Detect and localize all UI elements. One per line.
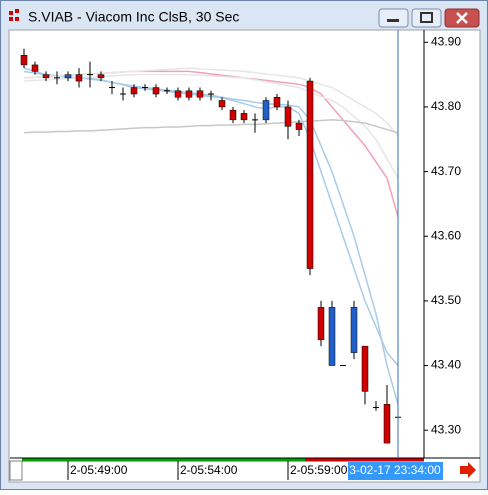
candle-body bbox=[273, 96, 281, 108]
cursor-label-box bbox=[348, 462, 443, 480]
window-title: S.VIAB - Viacom Inc ClsB, 30 Sec bbox=[28, 9, 239, 25]
candle-body bbox=[306, 80, 314, 269]
candle-body bbox=[262, 100, 270, 121]
x-tick-label: 2-05:54:00 bbox=[180, 463, 238, 477]
maximize-button[interactable] bbox=[411, 8, 442, 28]
candle-body bbox=[64, 74, 72, 79]
candle-body bbox=[185, 90, 193, 98]
candle-body bbox=[97, 74, 105, 79]
candle-body bbox=[361, 345, 369, 392]
y-tick-label: 43.80 bbox=[431, 99, 461, 113]
candle-body bbox=[240, 113, 248, 121]
y-tick-label: 43.90 bbox=[431, 34, 461, 48]
candle-body bbox=[350, 307, 358, 353]
moving-average-line bbox=[23, 67, 399, 137]
candle-body bbox=[295, 122, 303, 130]
y-tick-label: 43.30 bbox=[431, 422, 461, 436]
candle-body bbox=[317, 307, 325, 340]
y-tick-label: 43.60 bbox=[431, 228, 461, 242]
candle-body bbox=[31, 64, 39, 72]
candle-body bbox=[174, 90, 182, 98]
candle-body bbox=[152, 87, 160, 95]
candle-body bbox=[218, 100, 226, 108]
app-icon bbox=[9, 9, 19, 21]
scroll-right-arrow[interactable] bbox=[460, 462, 476, 478]
candle-body bbox=[75, 74, 83, 82]
y-tick-label: 43.50 bbox=[431, 293, 461, 307]
scroll-box[interactable] bbox=[9, 460, 23, 481]
candle-body bbox=[383, 404, 391, 444]
candle-body bbox=[42, 74, 50, 79]
chart-area bbox=[8, 29, 481, 483]
candle-body bbox=[284, 106, 292, 127]
moving-average-line bbox=[23, 73, 399, 179]
minimize-button[interactable] bbox=[378, 8, 409, 28]
candle-body bbox=[229, 109, 237, 121]
x-tick-label: 2-05:49:00 bbox=[70, 463, 128, 477]
moving-average-line bbox=[23, 119, 399, 134]
cursor-label: 3-02-17 23:34:00 bbox=[349, 463, 441, 477]
y-tick-label: 43.40 bbox=[431, 358, 461, 372]
y-tick-label: 43.70 bbox=[431, 164, 461, 178]
candle-body bbox=[328, 307, 336, 366]
candle-body bbox=[130, 87, 138, 95]
x-tick-label: 2-05:59:00 bbox=[290, 463, 348, 477]
candle-body bbox=[20, 54, 28, 66]
candle-body bbox=[196, 90, 204, 98]
close-button[interactable] bbox=[444, 8, 480, 28]
